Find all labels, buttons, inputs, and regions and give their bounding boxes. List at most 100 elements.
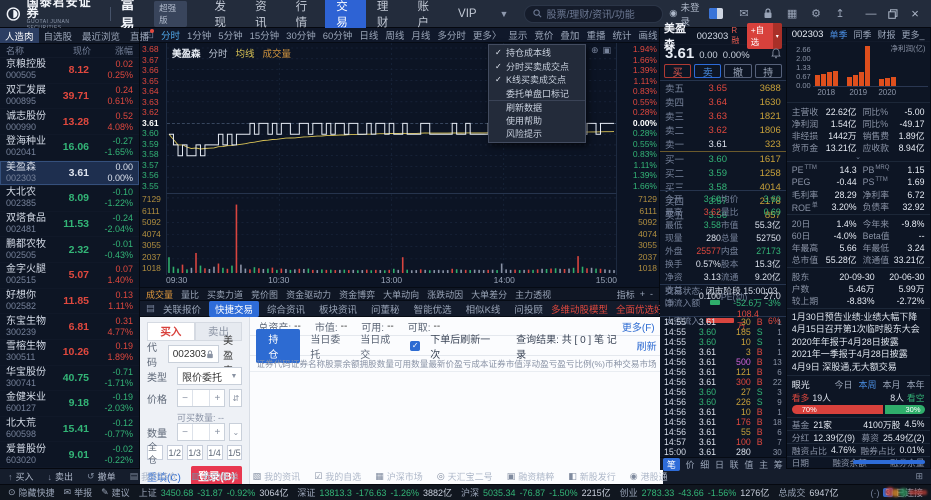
menu-item-K线买卖成交点[interactable]: ✓ K线买卖成交点 <box>495 75 567 86</box>
menu-overflow-caret-icon[interactable]: ▼ <box>499 8 509 19</box>
panel-toggle-icon[interactable]: ▣ <box>602 45 611 55</box>
qty-input[interactable] <box>193 424 209 440</box>
panel-tab-综合资讯[interactable]: 综合资讯 <box>267 304 306 316</box>
column-证券名称[interactable]: 证券名称 <box>290 358 326 369</box>
menu-item-委托单盘口标记[interactable]: 委托单盘口标记 <box>506 88 570 99</box>
news-item[interactable]: 4月15日召开第1次临时股东大会 <box>791 324 920 335</box>
status-举报[interactable]: ✉ 举报 <box>63 487 93 498</box>
book-level[interactable]: 买三 3.58 4014 <box>665 181 781 195</box>
quote-tab-筹[interactable]: 筹 <box>773 459 783 470</box>
quote-tab-日[interactable]: 日 <box>714 459 724 470</box>
panel-tab-智能优选[interactable]: 智能优选 <box>413 304 452 316</box>
column-交易市场[interactable]: 交易市场 <box>622 358 657 369</box>
stock-row[interactable]: 爱普股份 603020 9.01 -0.02 -0.22% <box>0 442 139 468</box>
volume-plot[interactable] <box>166 193 617 275</box>
column-证券代码[interactable]: 证券代码 <box>256 358 291 369</box>
period-30分钟[interactable]: 30分钟 <box>286 31 316 42</box>
quote-tab-值[interactable]: 值 <box>744 459 754 470</box>
quickbar-我的资讯[interactable]: ▧ 我的资讯 <box>252 471 301 482</box>
indicator-tab-涨跌动因[interactable]: 涨跌动因 <box>427 289 464 300</box>
stock-row[interactable]: 金字火腿 002515 5.07 0.07 1.40% <box>0 263 139 289</box>
quickbar-我的账单[interactable]: ▥ 我的账单 <box>191 471 239 482</box>
tool-竞价[interactable]: 竞价 <box>534 31 554 42</box>
menu-item-持仓成本线[interactable]: ✓ 持仓成本线 <box>495 48 552 59</box>
price-extra-button[interactable]: ⇵ <box>229 389 243 407</box>
f10-tab-财报[interactable]: 财报 <box>877 30 896 40</box>
col-pct[interactable]: 涨幅 <box>114 46 133 56</box>
quickbar-我的持仓[interactable]: ▤ 我的持仓 <box>129 471 178 482</box>
stock-row[interactable]: 鹏都农牧 002505 2.32 -0.01 -0.43% <box>0 237 139 263</box>
book-level[interactable]: 卖二 3.62 1806 <box>665 124 781 138</box>
stock-row[interactable]: 北大荒 600598 15.41 -0.12 -0.77% <box>0 417 139 443</box>
watch-tab-人造肉[interactable]: 人造肉 <box>0 28 39 43</box>
quickbar-天汇宝二号[interactable]: ◎ 天汇宝二号 <box>436 471 493 482</box>
collapse-arrow-icon[interactable]: ⌄ <box>855 154 862 162</box>
price-minus-button[interactable]: − <box>178 390 193 406</box>
column-拥股数量[interactable]: 拥股数量 <box>359 358 394 369</box>
quickbar-新股发行[interactable]: ◧ 新股发行 <box>568 471 616 482</box>
stock-row[interactable]: 双汇发展 000895 39.71 0.24 0.61% <box>0 84 139 110</box>
refresh-checkbox[interactable]: ✓ <box>410 340 421 351</box>
stock-row[interactable]: 雪榕生物 300511 10.26 0.19 1.89% <box>0 340 139 366</box>
stock-row[interactable]: 金健米业 600127 9.18 -0.19 -2.03% <box>0 391 139 417</box>
refresh-link[interactable]: 刷新 <box>636 342 657 353</box>
holdings-tab-当日成交[interactable]: 当日成交 <box>360 334 391 361</box>
col-name[interactable]: 名称 <box>6 46 25 56</box>
column-证券市值[interactable]: 证券市值 <box>488 358 523 369</box>
quickbar-港股通[interactable]: ◉ 港股通 <box>629 471 668 482</box>
alert-bell-icon[interactable] <box>771 48 781 59</box>
quote-tab-价[interactable]: 价 <box>685 459 695 470</box>
sentiment-tab-本周[interactable]: 本周 <box>858 380 877 390</box>
book-level[interactable]: 买四 3.57 2178 <box>665 195 781 209</box>
menu-item-使用帮助[interactable]: 使用帮助 <box>506 115 543 126</box>
qty-minus-button[interactable]: − <box>178 424 193 440</box>
menu-item-理财[interactable]: 理财 <box>376 0 389 29</box>
tool-画线[interactable]: 画线 <box>638 31 658 42</box>
holdings-tab-持仓[interactable]: 持仓 <box>256 328 301 363</box>
lock-icon[interactable] <box>761 8 775 19</box>
action-cancel-button[interactable]: 撤 <box>724 64 752 79</box>
refill-button[interactable]: 重填(C) <box>147 472 181 484</box>
quickbar-沪深市场[interactable]: ▦ 沪深市场 <box>375 471 423 482</box>
login-status[interactable]: ◉ 未登录 <box>669 0 724 28</box>
status-建议[interactable]: ✎ 建议 <box>101 487 130 498</box>
sentiment-tab-本月[interactable]: 本月 <box>882 380 901 390</box>
fraction-1/3[interactable]: 1/3 <box>186 445 203 460</box>
column-浮动盈亏[interactable]: 浮动盈亏 <box>522 358 558 369</box>
price-plus-button[interactable]: + <box>209 390 224 406</box>
book-level[interactable]: 卖一 3.61 323 <box>665 138 781 152</box>
code-field[interactable]: 002303 <box>167 345 220 363</box>
quickbar-卖出[interactable]: ↓ 卖出 <box>47 471 74 483</box>
f10-tab-更多_[interactable]: 更多_ <box>901 30 925 40</box>
news-list[interactable]: 1月30日预告业绩:业绩大幅下降 4月15日召开第1次临时股东大会 2020年年报于… <box>786 308 930 375</box>
quote-tab-联[interactable]: 联 <box>729 459 739 470</box>
menu-item-VIP[interactable]: VIP <box>458 7 477 20</box>
indicator-remove-button[interactable]: - <box>650 289 653 299</box>
panel-tab-板块资讯[interactable]: 板块资讯 <box>319 304 358 316</box>
menu-item-账户[interactable]: 账户 <box>417 0 429 29</box>
watch-tab-自选股[interactable]: 自选股 <box>43 31 73 43</box>
index-上证[interactable]: 上证 3450.68 -31.87 -0.92% 3064亿 <box>138 487 289 499</box>
tool-统计[interactable]: 统计 <box>612 31 632 42</box>
period-多分时[interactable]: 多分时 <box>437 31 466 42</box>
column-最新价[interactable]: 最新价 <box>428 358 455 369</box>
restore-button[interactable] <box>883 5 903 23</box>
panel-link-多维动股模型[interactable]: 多维动股模型 <box>550 304 608 316</box>
sell-tab[interactable]: 卖出 <box>194 322 243 341</box>
quickbar-撤单[interactable]: ↺ 撤单 <box>87 471 116 482</box>
stock-row[interactable]: 诚志股份 000990 13.28 0.52 4.08% <box>0 109 139 135</box>
connection-count[interactable]: 3 <box>882 488 893 497</box>
period-5分钟[interactable]: 5分钟 <box>218 31 243 42</box>
f10-tab-同季[interactable]: 同季 <box>853 30 872 40</box>
indicator-tab-资金驱动力[interactable]: 资金驱动力 <box>286 289 332 300</box>
order-type-select[interactable]: 限价委托 ▼ <box>177 367 243 385</box>
settings-gear-icon[interactable]: ⚙ <box>811 8 821 20</box>
news-item[interactable]: 1月30日预告业绩:业绩大幅下降 <box>791 312 918 323</box>
more-link[interactable]: 更多(F) <box>621 322 655 334</box>
apps-grid-icon[interactable]: ▦ <box>786 8 798 20</box>
price-stepper[interactable]: − + <box>177 389 226 407</box>
edition-badge[interactable]: 超强版 <box>154 0 188 27</box>
stock-row[interactable]: 大北农 002385 8.09 -0.10 -1.22% <box>0 186 139 212</box>
price-input[interactable] <box>193 390 209 406</box>
menu-item-行情[interactable]: 行情 <box>295 0 308 29</box>
